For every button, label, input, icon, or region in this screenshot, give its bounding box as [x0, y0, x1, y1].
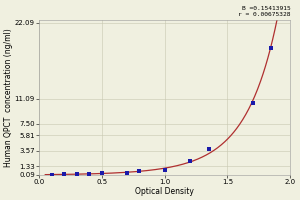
Y-axis label: Human QPCT  concentration (ng/ml): Human QPCT concentration (ng/ml)	[4, 28, 13, 167]
X-axis label: Optical Density: Optical Density	[135, 187, 194, 196]
Point	[74, 172, 79, 176]
Point	[124, 171, 129, 174]
Point	[162, 169, 167, 172]
Point	[49, 173, 54, 176]
Point	[206, 147, 211, 151]
Point	[62, 173, 67, 176]
Point	[250, 101, 255, 104]
Point	[269, 46, 274, 49]
Point	[188, 159, 192, 162]
Text: B =0.15413915
r = 0.00675328: B =0.15413915 r = 0.00675328	[238, 6, 291, 17]
Point	[137, 170, 142, 173]
Point	[99, 172, 104, 175]
Point	[87, 172, 92, 175]
